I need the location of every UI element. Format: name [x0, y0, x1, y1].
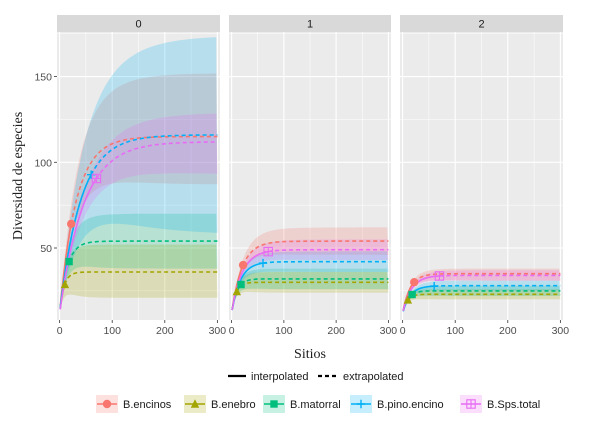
legend-label-extrapolated: extrapolated	[343, 371, 404, 383]
panel-0: 0 0 100 200 300	[57, 15, 227, 337]
observed-point-B.encinos	[238, 260, 248, 270]
panel-2: 2 0 100 200 300	[400, 15, 570, 337]
legend-line-types: interpolated extrapolated	[228, 371, 404, 383]
panel-strip	[57, 15, 220, 32]
x-tick-label: 200	[327, 325, 345, 337]
legend-label-B.pino.encino: B.pino.encino	[377, 399, 444, 411]
legend-label-B.encinos: B.encinos	[123, 399, 172, 411]
interpolated-line-B.pino.encino	[59, 174, 92, 309]
panel-strip	[229, 15, 391, 32]
observed-point-B.enebro	[403, 295, 413, 304]
confidence-band-B.Sps.total	[232, 239, 389, 310]
confidence-band-B.pino.encino	[232, 251, 389, 310]
x-tick-label: 0	[229, 325, 235, 337]
legend-key-marker	[102, 399, 112, 409]
y-axis-title: Diversidad de especies	[11, 112, 26, 240]
x-tick-label: 0	[400, 325, 406, 337]
legend-key-marker	[270, 400, 278, 408]
confidence-band-B.pino.encino	[403, 280, 561, 312]
observed-point-B.matorral	[237, 280, 245, 289]
y-tick-label: 100	[34, 157, 52, 169]
x-tick-label: 200	[156, 325, 174, 337]
x-tick-label: 100	[446, 325, 464, 337]
panel-strip-label: 2	[478, 19, 484, 31]
extrapolated-line-B.pino.encino	[90, 134, 218, 175]
panel-1: 1 0 100 200 300	[229, 15, 398, 337]
y-tick-label: 50	[40, 243, 52, 255]
observed-point-B.matorral	[408, 290, 416, 299]
extrapolated-line-B.enebro	[407, 293, 561, 301]
extrapolated-line-B.Sps.total	[268, 248, 389, 253]
confidence-band-B.matorral	[403, 285, 561, 311]
observed-point-B.pino.encino	[429, 281, 439, 291]
extrapolated-line-B.enebro	[64, 271, 218, 285]
extrapolated-line-B.enebro	[236, 281, 389, 292]
observed-point-B.matorral	[65, 257, 73, 266]
confidence-band-B.enebro	[60, 244, 218, 307]
observed-point-B.enebro	[232, 286, 242, 296]
observed-point-B.encinos	[409, 277, 419, 287]
x-tick-label: 300	[552, 325, 570, 337]
extrapolated-line-B.Sps.total	[95, 141, 218, 179]
legend-label-B.Sps.total: B.Sps.total	[487, 399, 540, 411]
legend-series: B.encinos B.enebro B.matorral B.pino.encino…	[96, 395, 540, 413]
y-tick-label: 150	[34, 72, 52, 84]
interpolated-line-B.Sps.total	[59, 178, 98, 310]
observed-point-B.Sps.total	[434, 271, 445, 281]
x-tick-label: 100	[275, 325, 293, 337]
confidence-band-B.matorral	[60, 213, 218, 308]
observed-point-B.enebro	[60, 279, 70, 289]
observed-point-B.Sps.total	[91, 173, 102, 184]
confidence-band-B.enebro	[232, 272, 389, 309]
legend-key-marker	[190, 399, 200, 408]
legend-key-marker	[356, 399, 366, 409]
legend-key-marker	[466, 399, 476, 409]
legend-label-B.matorral: B.matorral	[290, 399, 341, 411]
observed-point-B.encinos	[66, 219, 76, 229]
confidence-band-B.encinos	[403, 268, 561, 311]
panel-strip	[400, 15, 563, 32]
observed-point-B.Sps.total	[263, 246, 273, 257]
extrapolated-line-B.encinos	[70, 135, 218, 225]
confidence-band-B.pino.encino	[60, 37, 218, 308]
x-tick-label: 300	[380, 325, 398, 337]
legend-label-interpolated: interpolated	[251, 371, 309, 383]
panel-strip-label: 1	[307, 19, 313, 31]
x-axis-title: Sitios	[294, 347, 326, 362]
extrapolated-line-B.Sps.total	[439, 274, 561, 277]
x-tick-label: 100	[103, 325, 121, 337]
x-tick-label: 300	[209, 325, 227, 337]
x-tick-label: 200	[499, 325, 517, 337]
x-tick-label: 0	[57, 325, 63, 337]
confidence-band-B.encinos	[60, 73, 218, 307]
observed-point-B.pino.encino	[258, 258, 268, 268]
legend-label-B.enebro: B.enebro	[211, 399, 256, 411]
panel-strip-label: 0	[135, 19, 141, 31]
